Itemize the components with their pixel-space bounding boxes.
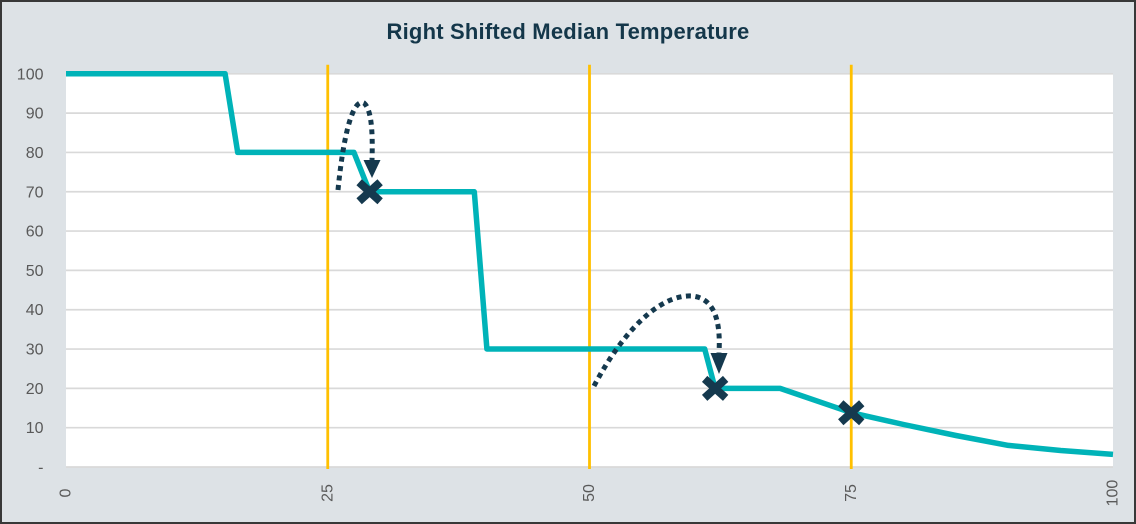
shift-arrowhead-2 (710, 353, 728, 374)
x-tick-label-100: 100 (1105, 480, 1122, 507)
y-tick-label-80: 80 (26, 145, 44, 162)
shifted-median-marker-2 (701, 375, 729, 401)
y-tick-label-20: 20 (26, 381, 44, 398)
y-tick-label-0: - (38, 460, 43, 477)
x-tick-label-0: 0 (58, 488, 75, 497)
x-tick-label-75: 75 (843, 484, 860, 502)
x-tick-label-25: 25 (319, 484, 336, 502)
series-line-median-temperature-step-curve (66, 71, 1114, 458)
y-tick-label-50: 50 (26, 263, 44, 280)
chart-title: Right Shifted Median Temperature (386, 19, 750, 44)
shifted-median-marker-3 (838, 400, 865, 426)
shift-arrow-1 (335, 100, 375, 191)
x-tick-label-50: 50 (581, 484, 598, 502)
shifted-median-marker-1 (356, 179, 383, 205)
y-tick-label-40: 40 (26, 302, 44, 319)
y-tick-label-90: 90 (26, 106, 44, 123)
shift-arrowhead-1 (363, 160, 381, 178)
y-tick-label-100: 100 (17, 66, 44, 83)
y-tick-label-70: 70 (26, 184, 44, 201)
y-tick-label-60: 60 (26, 224, 44, 241)
y-tick-label-10: 10 (26, 420, 44, 437)
y-tick-label-30: 30 (26, 342, 44, 359)
